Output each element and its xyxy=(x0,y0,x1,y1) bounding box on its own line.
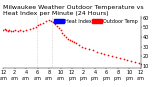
Point xyxy=(80,46,83,47)
Point xyxy=(126,59,129,61)
Point xyxy=(130,60,132,62)
Point xyxy=(140,63,142,65)
Point xyxy=(8,29,10,31)
Point xyxy=(99,53,102,54)
Point xyxy=(13,29,16,31)
Point xyxy=(96,52,98,53)
Point xyxy=(63,34,66,36)
Point xyxy=(111,56,113,57)
Point xyxy=(16,30,19,32)
Point xyxy=(2,29,4,31)
Point xyxy=(73,41,75,42)
Point xyxy=(119,58,121,59)
Point xyxy=(48,20,50,21)
Point xyxy=(92,50,94,51)
Point xyxy=(54,24,56,25)
Point xyxy=(25,29,27,31)
Point xyxy=(71,40,73,41)
Point xyxy=(36,25,39,26)
Point xyxy=(134,61,136,63)
Point xyxy=(50,21,52,22)
Point xyxy=(42,23,45,24)
Point xyxy=(57,27,60,29)
Point xyxy=(3,29,6,30)
Point xyxy=(5,29,7,31)
Legend: Heat Index, Outdoor Temp: Heat Index, Outdoor Temp xyxy=(54,18,138,24)
Point xyxy=(107,55,110,56)
Point xyxy=(69,39,71,41)
Point xyxy=(122,58,125,60)
Point xyxy=(65,36,68,38)
Point xyxy=(22,30,24,32)
Point xyxy=(59,29,62,31)
Point xyxy=(6,30,9,32)
Point xyxy=(84,47,87,48)
Point xyxy=(103,54,106,55)
Point xyxy=(19,29,22,31)
Point xyxy=(39,24,42,25)
Point xyxy=(75,42,77,43)
Point xyxy=(88,49,91,50)
Point xyxy=(45,21,48,22)
Point xyxy=(115,57,117,58)
Point xyxy=(61,32,64,34)
Point xyxy=(138,62,140,64)
Point xyxy=(67,38,69,40)
Point xyxy=(10,30,12,32)
Point xyxy=(52,22,54,23)
Point xyxy=(77,44,80,45)
Text: Milwaukee Weather Outdoor Temperature vs Heat Index per Minute (24 Hours): Milwaukee Weather Outdoor Temperature vs… xyxy=(3,5,144,16)
Point xyxy=(55,26,58,27)
Point xyxy=(29,29,31,30)
Point xyxy=(32,27,34,29)
Point xyxy=(34,27,37,28)
Point xyxy=(12,30,14,32)
